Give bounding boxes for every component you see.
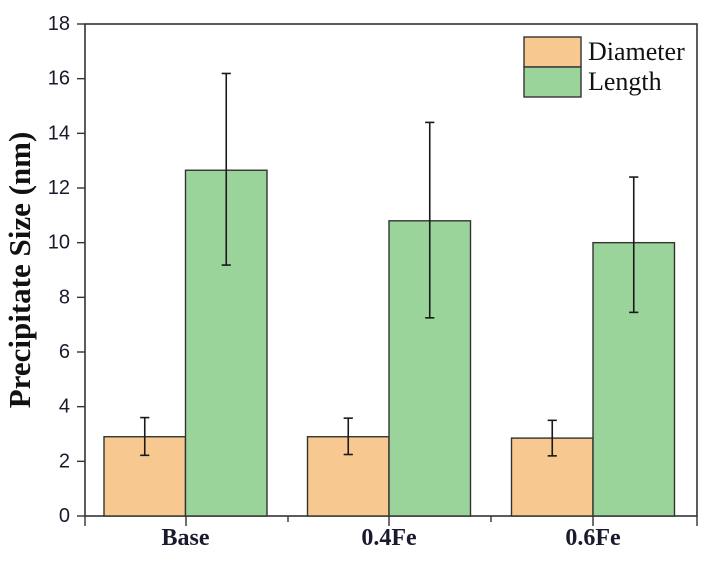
svg-text:Base: Base [162, 525, 210, 551]
svg-text:Precipitate Size (nm): Precipitate Size (nm) [2, 132, 37, 409]
svg-text:12: 12 [48, 177, 70, 199]
svg-text:18: 18 [48, 13, 70, 35]
svg-text:10: 10 [48, 232, 70, 254]
svg-text:8: 8 [59, 286, 70, 308]
svg-text:2: 2 [59, 450, 70, 472]
svg-text:0.6Fe: 0.6Fe [565, 525, 621, 551]
svg-text:Diameter: Diameter [588, 37, 685, 66]
svg-text:Length: Length [588, 67, 662, 96]
svg-text:0.4Fe: 0.4Fe [361, 525, 417, 551]
svg-text:4: 4 [59, 396, 70, 418]
svg-text:14: 14 [48, 122, 70, 144]
svg-text:0: 0 [59, 505, 70, 527]
svg-text:16: 16 [48, 68, 70, 90]
svg-text:6: 6 [59, 341, 70, 363]
